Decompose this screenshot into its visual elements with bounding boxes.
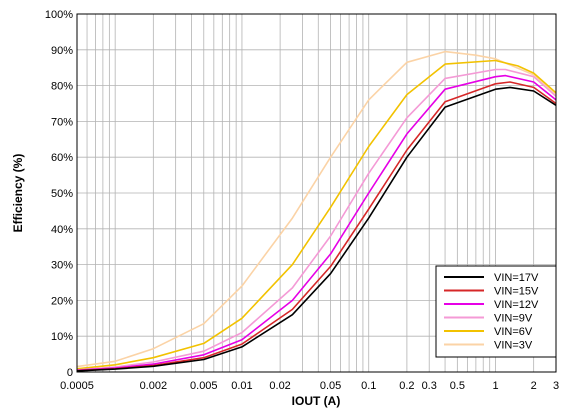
x-tick-label: 0.3 — [422, 380, 437, 392]
y-tick-label: 10% — [51, 331, 73, 343]
y-tick-label: 40% — [51, 224, 73, 236]
x-tick-label: 0.0005 — [60, 380, 94, 392]
legend-label: VIN=3V — [494, 340, 533, 352]
y-tick-label: 30% — [51, 260, 73, 272]
x-tick-label: 0.02 — [269, 380, 290, 392]
legend-label: VIN=6V — [494, 326, 533, 338]
series-line-vin-9v — [76, 68, 557, 371]
y-tick-label: 0 — [67, 367, 73, 379]
y-tick-label: 80% — [51, 81, 73, 93]
x-axis-title: IOUT (A) — [292, 394, 341, 408]
grid — [77, 14, 556, 372]
x-tick-label: 0.05 — [320, 380, 341, 392]
x-tick-labels: 0.0005 0.002 0.005 0.01 0.02 0.05 0.1 0.2 0.3 0.5… — [60, 380, 559, 392]
x-tick-label: 1 — [492, 380, 498, 392]
x-tick-label: 0.1 — [361, 380, 376, 392]
x-tick-label: 0.01 — [231, 380, 252, 392]
x-tick-label: 2 — [531, 380, 537, 392]
y-tick-label: 90% — [51, 45, 73, 57]
y-tick-label: 100% — [45, 9, 73, 21]
y-axis-title: Efficiency (%) — [11, 154, 25, 233]
x-tick-label: 0.2 — [399, 380, 414, 392]
x-tick-label: 0.005 — [190, 380, 218, 392]
series-layer — [76, 50, 557, 372]
y-tick-label: 50% — [51, 188, 73, 200]
legend-box — [435, 265, 557, 358]
series-line-vin-3v — [76, 50, 557, 368]
series-line-vin-17v — [76, 86, 557, 372]
y-tick-labels: 0 10% 20% 30% 40% 50% 60% 70% 80% 90% 100% — [45, 9, 73, 379]
y-tick-label: 70% — [51, 116, 73, 128]
y-tick-label: 20% — [51, 295, 73, 307]
plot-frame — [76, 13, 557, 373]
legend-label: VIN=9V — [494, 313, 533, 325]
x-tick-label: 0.5 — [450, 380, 465, 392]
legend-label: VIN=17V — [494, 272, 539, 284]
y-tick-label: 60% — [51, 152, 73, 164]
legend-label: VIN=15V — [494, 286, 539, 298]
series-line-vin-15v — [76, 81, 557, 372]
x-tick-label: 0.002 — [140, 380, 168, 392]
series-line-vin-6v — [76, 59, 557, 370]
legend-label: VIN=12V — [494, 299, 539, 311]
x-tick-label: 3 — [553, 380, 559, 392]
series-line-vin-12v — [76, 74, 557, 371]
